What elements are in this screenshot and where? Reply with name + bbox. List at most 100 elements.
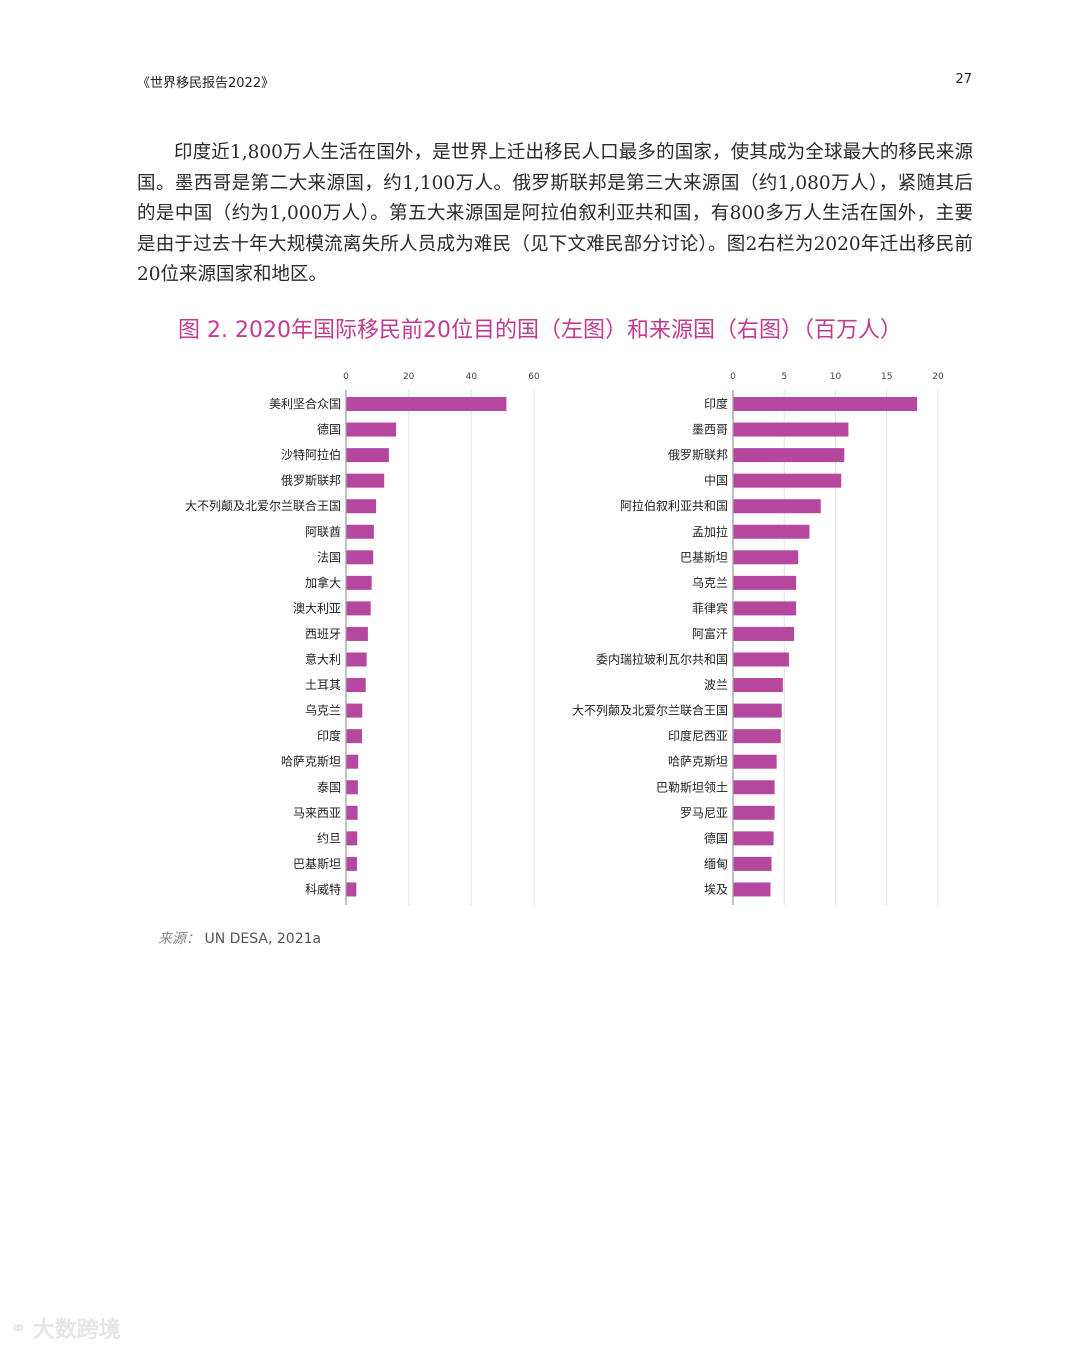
left-bar-19 — [346, 882, 357, 897]
left-bar-11 — [346, 678, 366, 693]
right-tick-label-1: 5 — [781, 372, 787, 382]
right-bar-3 — [733, 473, 842, 488]
figure-source: 来源： UN DESA, 2021a — [158, 928, 321, 948]
right-category-label-6: 巴基斯坦 — [680, 550, 728, 564]
left-bar-3 — [346, 473, 385, 488]
right-bar-7 — [733, 575, 797, 590]
left-bar-1 — [346, 422, 397, 437]
right-category-label-19: 埃及 — [704, 882, 728, 896]
left-bar-18 — [346, 856, 357, 871]
left-bar-6 — [346, 550, 374, 565]
right-bar-8 — [733, 601, 797, 616]
left-category-label-3: 俄罗斯联邦 — [281, 474, 341, 488]
right-bar-2 — [733, 448, 845, 463]
source-label: 来源： — [158, 931, 200, 947]
left-category-label-1: 德国 — [317, 422, 341, 437]
left-bar-9 — [346, 626, 368, 641]
right-category-label-4: 阿拉伯叙利亚共和国 — [620, 498, 728, 513]
left-category-label-16: 马来西亚 — [293, 806, 341, 820]
brand-logo-icon: ⚭ — [10, 1316, 27, 1340]
right-bar-1 — [733, 422, 849, 437]
left-bar-15 — [346, 780, 358, 795]
right-bar-4 — [733, 499, 821, 514]
right-category-label-10: 委内瑞拉玻利瓦尔共和国 — [596, 652, 728, 667]
left-category-label-6: 法国 — [317, 550, 341, 564]
left-tick-label-3: 60 — [528, 372, 540, 382]
body-paragraph: 印度近1,800万人生活在国外，是世界上迁出移民人口最多的国家，使其成为全球最大… — [137, 142, 973, 286]
right-category-label-17: 德国 — [704, 830, 728, 845]
right-bar-9 — [733, 626, 795, 641]
right-category-label-0: 印度 — [704, 396, 728, 411]
left-category-label-14: 哈萨克斯坦 — [281, 755, 341, 769]
left-category-label-10: 意大利 — [305, 652, 341, 667]
figure-title: 图 2. 2020年国际移民前20位目的国（左图）和来源国（右图）（百万人） — [178, 318, 902, 343]
left-bar-12 — [346, 703, 363, 718]
right-category-label-9: 阿富汗 — [692, 626, 728, 641]
right-tick-label-4: 20 — [932, 372, 944, 382]
right-category-label-1: 墨西哥 — [692, 423, 728, 437]
left-category-label-8: 澳大利亚 — [293, 601, 341, 615]
left-bar-2 — [346, 448, 389, 463]
right-category-label-5: 孟加拉 — [692, 524, 728, 539]
left-bar-5 — [346, 524, 374, 539]
left-category-label-19: 科威特 — [305, 881, 341, 896]
left-bar-13 — [346, 729, 362, 744]
right-tick-label-3: 15 — [881, 372, 892, 382]
left-bar-8 — [346, 601, 371, 616]
page-number: 27 — [955, 72, 972, 87]
left-tick-label-0: 0 — [343, 372, 349, 382]
left-category-label-13: 印度 — [317, 728, 341, 743]
right-bar-0 — [733, 397, 918, 411]
right-bar-17 — [733, 831, 774, 846]
left-tick-label-2: 40 — [466, 372, 478, 382]
right-bar-18 — [733, 856, 772, 871]
left-tick-label-1: 20 — [403, 372, 415, 382]
left-category-label-11: 土耳其 — [305, 678, 341, 692]
right-bar-14 — [733, 754, 777, 769]
left-bar-0 — [346, 397, 507, 411]
left-category-label-15: 泰国 — [317, 780, 341, 794]
left-category-label-4: 大不列颠及北爱尔兰联合王国 — [185, 498, 341, 513]
right-category-label-3: 中国 — [704, 473, 728, 488]
right-category-label-2: 俄罗斯联邦 — [668, 448, 728, 462]
left-category-label-5: 阿联酋 — [305, 524, 341, 539]
right-category-label-13: 印度尼西亚 — [668, 728, 728, 743]
right-category-label-12: 大不列颠及北爱尔兰联合王国 — [572, 703, 728, 718]
right-category-label-7: 乌克兰 — [692, 575, 728, 590]
right-tick-label-0: 0 — [730, 372, 736, 382]
right-bar-19 — [733, 882, 771, 897]
right-category-label-8: 菲律宾 — [692, 600, 728, 615]
left-category-label-17: 约旦 — [317, 830, 341, 845]
watermark-text: 大数跨境 — [32, 1318, 121, 1343]
left-bar-14 — [346, 754, 359, 769]
right-bar-5 — [733, 524, 810, 539]
right-bar-13 — [733, 729, 781, 744]
source-text: UN DESA, 2021a — [204, 931, 322, 947]
figure-bar-charts: 0 20 40 60美利坚合众国德国沙特阿拉伯俄罗斯联邦大不列颠及北爱尔兰联合王国阿联… — [185, 372, 944, 905]
left-category-label-0: 美利坚合众国 — [269, 396, 341, 411]
right-bar-10 — [733, 652, 789, 667]
watermark: ⚭ 大数跨境 — [10, 1312, 121, 1344]
left-category-label-12: 乌克兰 — [305, 703, 341, 718]
left-bar-4 — [346, 499, 377, 514]
right-category-label-14: 哈萨克斯坦 — [668, 755, 728, 769]
left-bar-7 — [346, 575, 372, 590]
right-bar-15 — [733, 780, 775, 795]
right-bar-11 — [733, 678, 783, 693]
left-bar-16 — [346, 805, 358, 820]
right-bar-12 — [733, 703, 782, 718]
left-category-label-2: 沙特阿拉伯 — [281, 447, 341, 462]
right-category-label-18: 缅甸 — [704, 857, 728, 871]
left-bar-17 — [346, 831, 358, 846]
right-category-label-16: 罗马尼亚 — [680, 806, 728, 820]
right-bar-6 — [733, 550, 799, 565]
left-category-label-18: 巴基斯坦 — [293, 857, 341, 871]
right-tick-label-2: 10 — [830, 372, 842, 382]
left-category-label-9: 西班牙 — [305, 627, 341, 641]
right-category-label-15: 巴勒斯坦领土 — [656, 780, 728, 794]
right-category-label-11: 波兰 — [704, 678, 728, 692]
running-header-title: 《世界移民报告2022》 — [137, 76, 275, 91]
left-bar-10 — [346, 652, 367, 667]
right-bar-16 — [733, 805, 775, 820]
